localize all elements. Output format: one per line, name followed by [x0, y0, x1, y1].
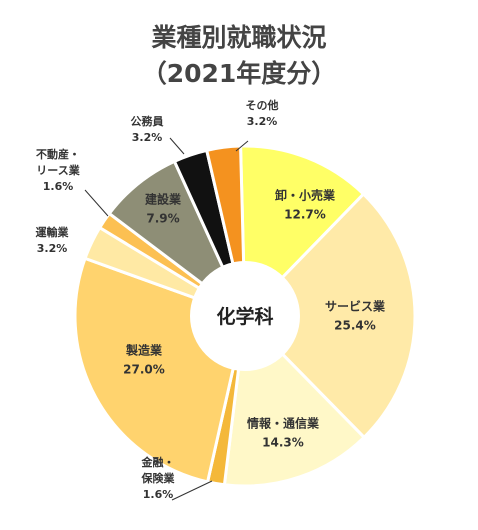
slice-label-2: サービス業 25.4% — [325, 299, 386, 333]
slice-category-label: サービス業 — [325, 299, 386, 314]
leader-line-9 — [169, 137, 185, 155]
slice-category-label: 卸・小売業 — [275, 188, 336, 203]
slice-value-label: 14.3% — [262, 436, 304, 450]
center-label: 化学科 — [216, 305, 273, 328]
slice-label-5: 製造業 27.0% — [123, 343, 165, 377]
chart-subtitle: （2021年度分） — [142, 59, 337, 88]
slice-value-label: 27.0% — [123, 363, 165, 377]
slice-category-label: リース業 — [36, 163, 80, 177]
slice-category-label: 不動産・ — [36, 147, 80, 161]
slice-value-label: 3.2% — [132, 131, 163, 144]
slice-value-label: 1.6% — [43, 180, 74, 193]
slice-label-7: 不動産・リース業 1.6% — [36, 147, 81, 193]
slice-category-label: 保険業 — [141, 471, 176, 485]
slice-label-8: 建設業 7.9% — [144, 192, 182, 226]
slice-label-1: 卸・小売業 12.7% — [275, 188, 336, 222]
labels-group: 卸・小売業 12.7% サービス業 25.4% 情報・通信業 14.3% 金融・保険業 1.6… — [36, 98, 386, 501]
slice-category-label: 運輸業 — [36, 225, 70, 239]
slice-2 — [242, 191, 417, 440]
slice-value-label: 12.7% — [284, 208, 326, 222]
donut-hole — [190, 261, 300, 371]
leader-line-10 — [235, 140, 249, 152]
slice-value-label: 3.2% — [247, 115, 278, 128]
slice-value-label: 3.2% — [37, 242, 68, 255]
slice-value-label: 7.9% — [146, 212, 179, 226]
slice-label-4: 金融・保険業 1.6% — [141, 455, 176, 501]
slices-group — [73, 144, 417, 488]
slice-label-3: 情報・通信業 14.3% — [247, 416, 320, 450]
slice-label-6: 運輸業 3.2% — [36, 225, 70, 255]
slice-label-10: その他 3.2% — [246, 98, 279, 128]
leader-line-7 — [84, 189, 109, 217]
slice-label-9: 公務員 3.2% — [131, 114, 164, 144]
slice-category-label: 情報・通信業 — [247, 416, 320, 431]
slice-category-label: その他 — [246, 98, 279, 112]
slice-value-label: 1.6% — [143, 488, 174, 501]
slice-value-label: 25.4% — [334, 319, 376, 333]
leader-line-4 — [171, 480, 213, 501]
slice-category-label: 金融・ — [141, 455, 175, 469]
slice-category-label: 製造業 — [125, 343, 163, 358]
slice-category-label: 建設業 — [144, 192, 182, 207]
leader-lines — [84, 137, 249, 501]
chart-title: 業種別就職状況 — [151, 23, 326, 52]
slice-category-label: 公務員 — [131, 114, 164, 128]
